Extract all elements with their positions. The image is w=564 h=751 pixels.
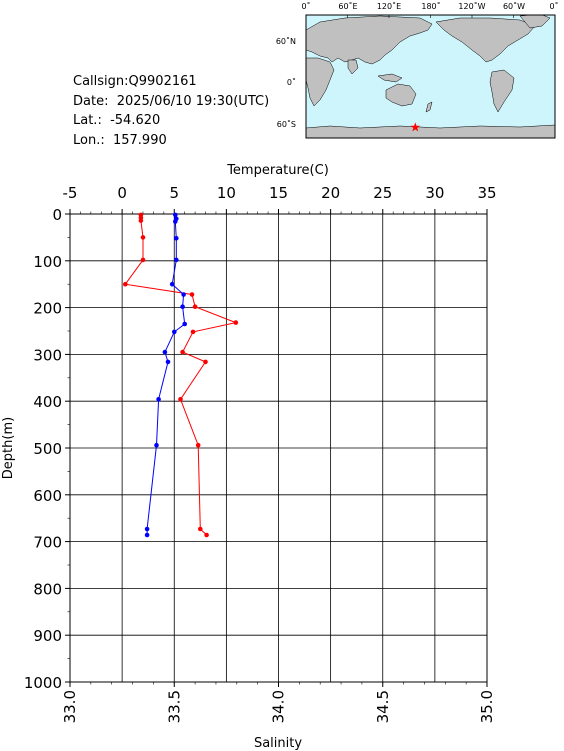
temperature-line <box>124 214 238 536</box>
greenland <box>519 15 551 29</box>
station-info: Callsign:Q9902161 Date: 2025/06/10 19:30… <box>73 72 269 150</box>
india <box>347 59 359 75</box>
temperature-tick-label: 25 <box>373 184 392 202</box>
new-zealand <box>425 101 433 113</box>
australia <box>385 83 417 107</box>
salinity-tick-label: 33.0 <box>61 690 79 723</box>
temperature-tick-label: 20 <box>321 184 340 202</box>
temperature-point <box>203 359 208 365</box>
depth-tick-label: 100 <box>33 253 62 271</box>
map-lat-label: 60˚S <box>277 119 296 129</box>
temperature-tick-label: 10 <box>217 184 236 202</box>
depth-tick-label: 800 <box>33 580 62 598</box>
salinity-point <box>182 321 187 327</box>
depth-tick-label: 300 <box>33 346 62 364</box>
location-map: 0˚ 60˚E 120˚E 180˚ 120˚W 60˚W 0˚ 60˚N 0˚… <box>276 1 559 139</box>
temperature-tick-label: 35 <box>477 184 496 202</box>
plot-frame <box>69 213 488 683</box>
depth-tick-label: 200 <box>33 300 62 318</box>
salinity-point <box>180 304 185 310</box>
eurasia <box>306 15 433 65</box>
temperature-point <box>233 320 239 325</box>
salinity-line <box>146 214 186 535</box>
map-lon-label: 180˚ <box>421 1 440 11</box>
map-lon-label: 0˚ <box>301 1 310 11</box>
temperature-point <box>140 235 146 240</box>
salinity-point <box>154 442 159 448</box>
salinity-point <box>173 219 178 224</box>
salinity-point <box>165 359 171 365</box>
salinity-point <box>169 281 175 287</box>
map-lat-label: 60˚N <box>276 36 296 46</box>
north-america <box>435 17 536 63</box>
depth-tick-label: 500 <box>33 440 62 458</box>
temperature-point <box>178 397 183 402</box>
salinity-tick-label: 34.0 <box>270 690 288 723</box>
se-asia-islands <box>377 73 403 83</box>
temperature-point <box>192 304 198 310</box>
map-lon-label: 60˚E <box>338 1 357 11</box>
temperature-point <box>198 526 203 532</box>
temperature-point <box>189 292 195 297</box>
temperature-tick-label: -5 <box>63 184 78 202</box>
lon-text: Lon.: 157.990 <box>73 132 167 148</box>
salinity-point <box>162 349 168 355</box>
depth-tick-label: 700 <box>33 534 62 552</box>
salinity-tick-label: 33.5 <box>165 690 183 723</box>
map-lon-label: 60˚W <box>503 1 525 11</box>
salinity-point <box>174 257 179 263</box>
depth-tick-labels: 0 100 200 300 400 500 600 700 800 900 1000 <box>24 206 62 692</box>
salinity-point <box>174 236 179 241</box>
salinity-tick-labels: 33.0 33.5 34.0 34.5 35.0 <box>61 690 496 723</box>
map-frame-ticks <box>305 15 556 18</box>
temperature-tick-label: 5 <box>169 184 179 202</box>
salinity-point <box>173 212 178 218</box>
lat-text: Lat.: -54.620 <box>73 113 161 128</box>
salinity-point <box>144 526 150 532</box>
temperature-point <box>195 442 201 448</box>
grid-lines <box>69 213 488 683</box>
temperature-axis-label: Temperature(C) <box>226 163 329 178</box>
salinity-axis-label: Salinity <box>254 736 302 751</box>
depth-tick-label: 600 <box>33 487 62 505</box>
temperature-tick-label: 0 <box>117 184 127 202</box>
star-icon <box>410 122 420 132</box>
south-america <box>489 69 515 113</box>
africa <box>306 57 335 107</box>
depth-axis-label: Depth(m) <box>1 417 16 479</box>
salinity-point <box>156 397 161 402</box>
temperature-tick-label: 30 <box>425 184 444 202</box>
depth-tick-label: 0 <box>52 206 62 224</box>
temperature-point <box>138 218 144 223</box>
salinity-point <box>172 329 177 335</box>
temperature-point <box>204 532 209 538</box>
temperature-point <box>140 257 146 263</box>
temperature-point <box>190 329 196 335</box>
map-labels: 0˚ 60˚E 120˚E 180˚ 120˚W 60˚W 0˚ 60˚N 0˚… <box>276 1 559 129</box>
land-masses <box>306 15 555 138</box>
depth-tick-label: 400 <box>33 393 62 411</box>
temperature-series <box>123 212 239 538</box>
temperature-tick-label: 15 <box>269 184 288 202</box>
temperature-point <box>123 281 128 287</box>
depth-tick-label: 900 <box>33 627 62 645</box>
salinity-series <box>144 212 187 538</box>
depth-tick-label: 1000 <box>24 674 62 692</box>
salinity-point <box>181 292 186 297</box>
map-lat-label: 0˚ <box>287 77 296 87</box>
salinity-tick-label: 35.0 <box>478 690 496 723</box>
temperature-point <box>180 349 185 355</box>
map-lon-label: 120˚W <box>458 1 485 11</box>
date-text: Date: 2025/06/10 19:30(UTC) <box>73 93 270 109</box>
map-lon-label: 120˚E <box>377 1 401 11</box>
antarctica <box>306 124 555 138</box>
salinity-point <box>144 532 150 538</box>
map-lon-label: 0˚ <box>549 1 558 11</box>
callsign-text: Callsign:Q9902161 <box>73 74 197 89</box>
series-layer <box>123 212 239 538</box>
temperature-tick-labels: -5 0 5 10 15 20 25 30 35 <box>63 184 497 202</box>
salinity-tick-label: 34.5 <box>374 690 392 723</box>
